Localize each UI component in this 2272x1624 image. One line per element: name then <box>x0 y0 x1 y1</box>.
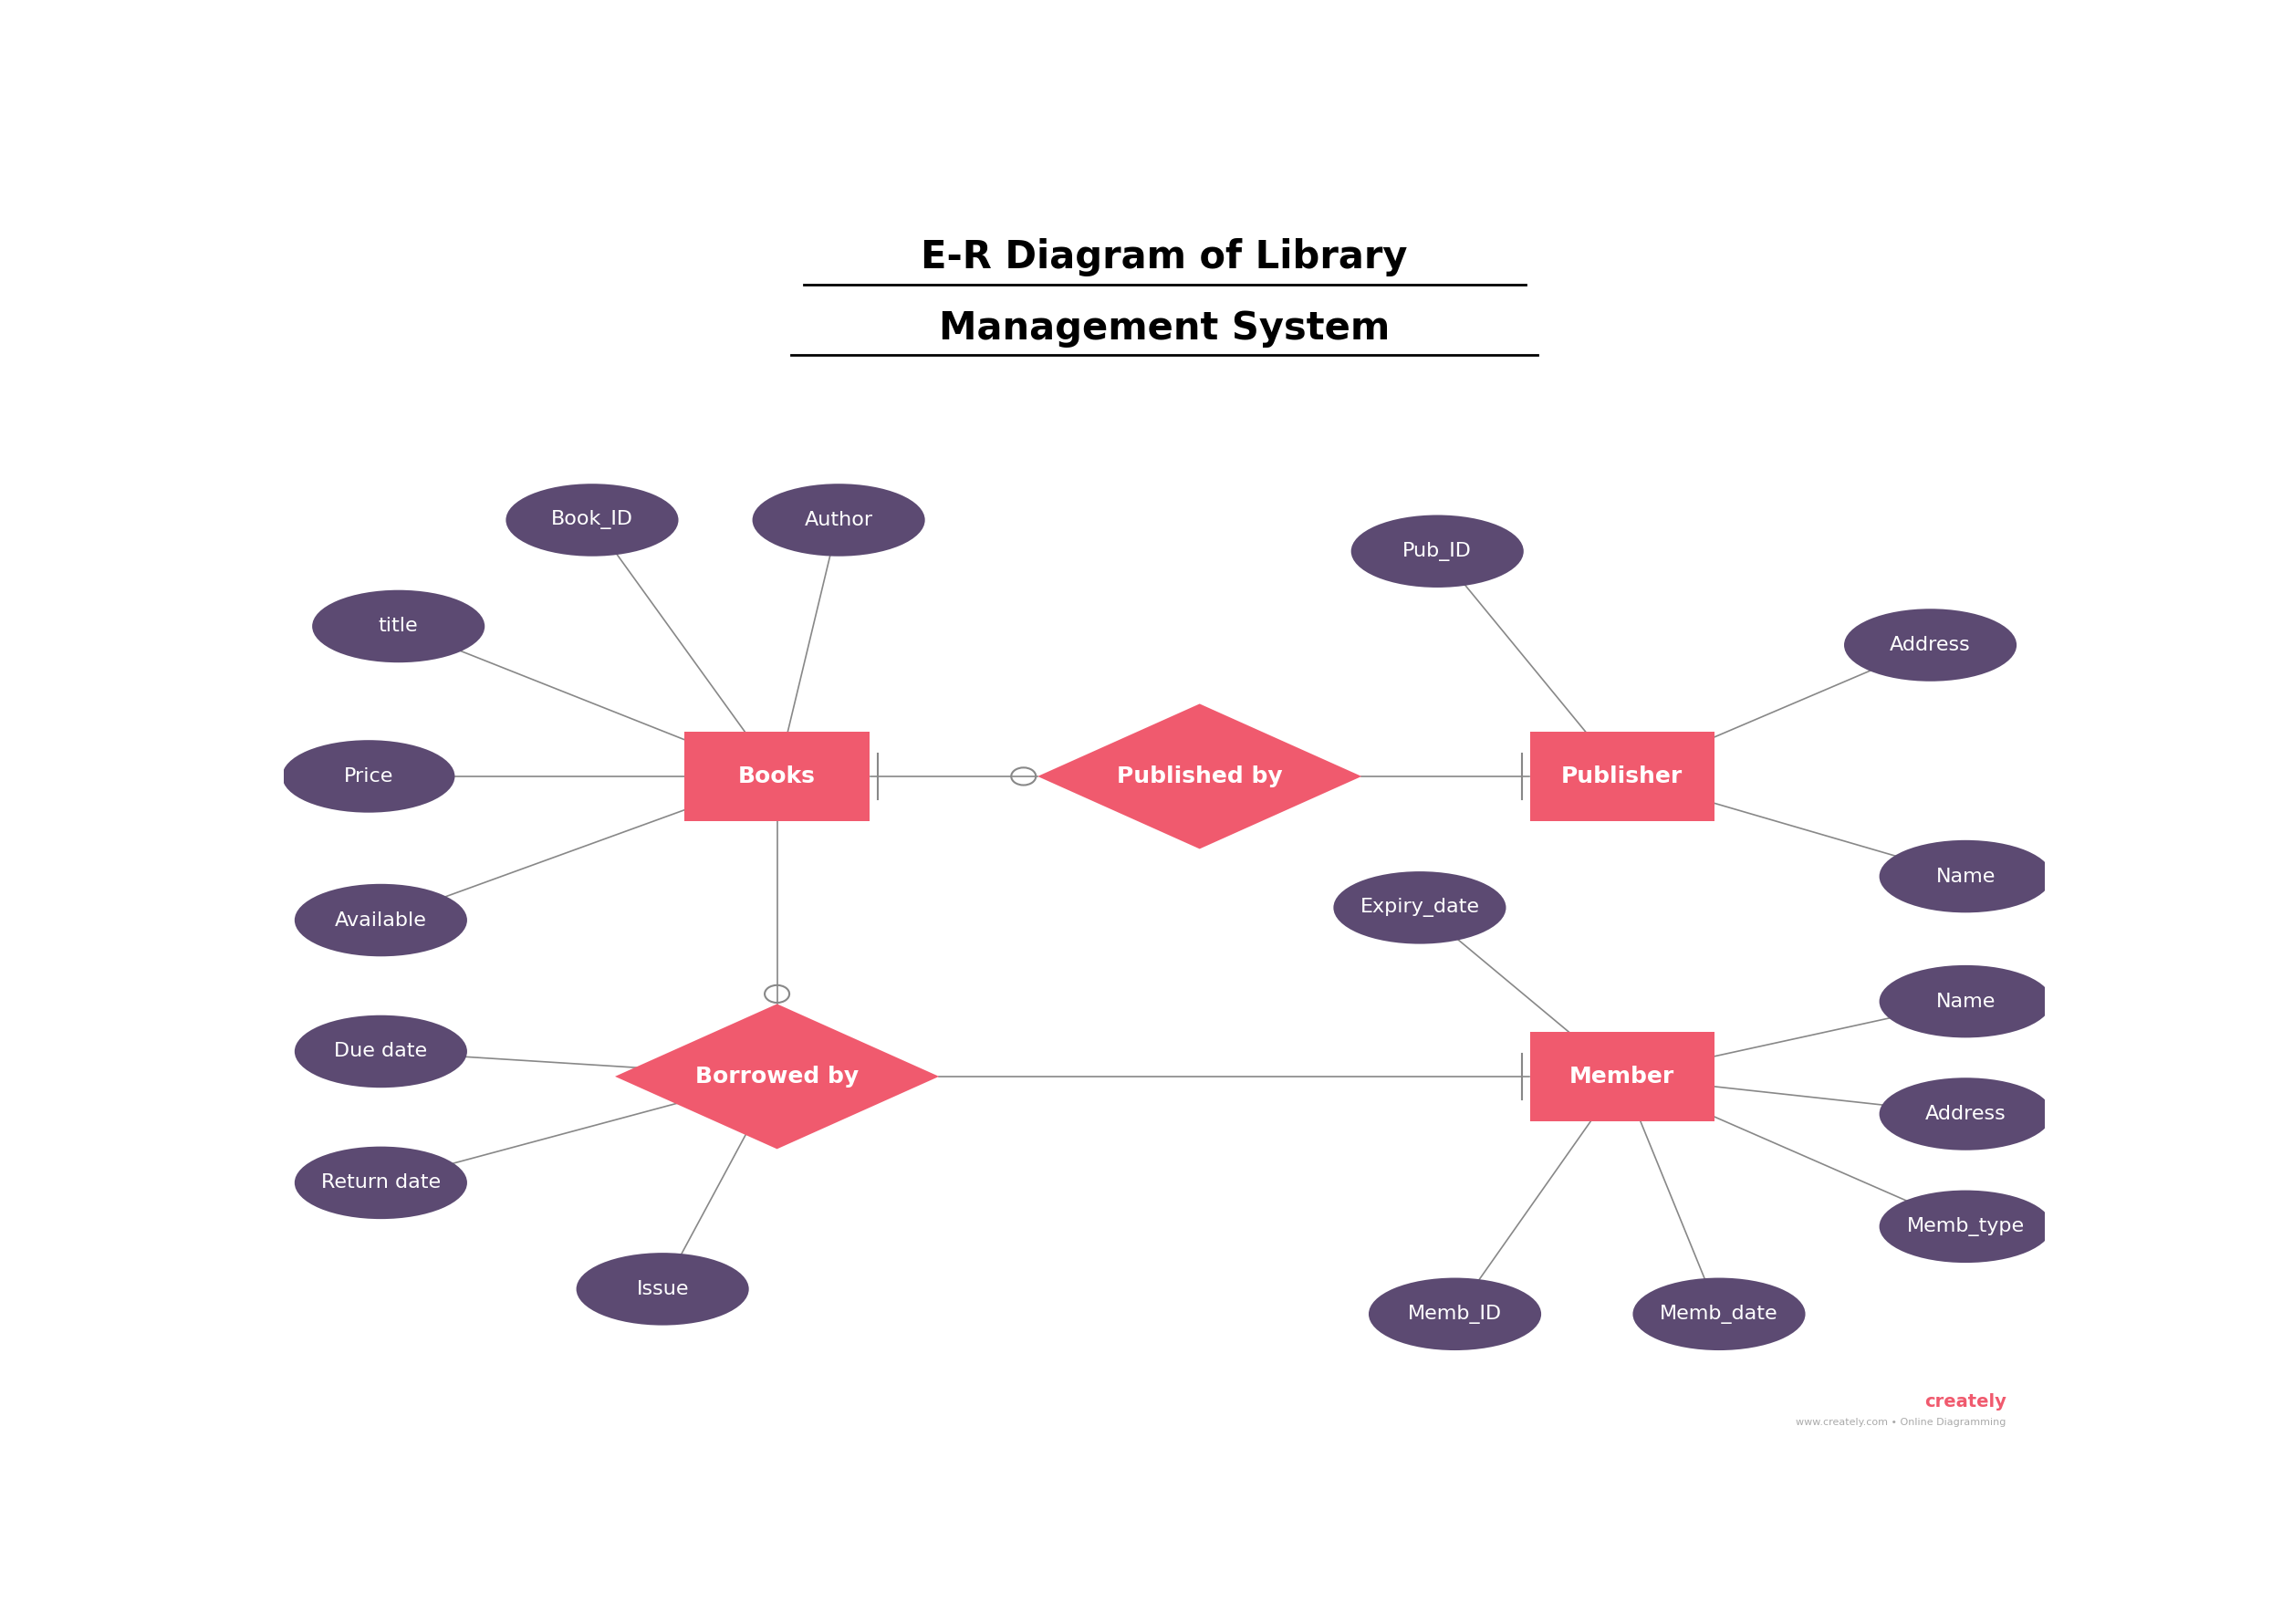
Ellipse shape <box>1879 1078 2052 1150</box>
Text: Management System: Management System <box>938 309 1390 348</box>
Text: Published by: Published by <box>1118 765 1281 788</box>
Ellipse shape <box>752 484 925 557</box>
Ellipse shape <box>507 484 679 557</box>
Ellipse shape <box>295 1147 468 1220</box>
Text: Book_ID: Book_ID <box>552 510 634 529</box>
Text: Available: Available <box>334 911 427 929</box>
Ellipse shape <box>1879 840 2052 913</box>
Ellipse shape <box>1879 1190 2052 1263</box>
FancyBboxPatch shape <box>684 731 870 822</box>
Ellipse shape <box>1352 515 1525 588</box>
Text: www.creately.com • Online Diagramming: www.creately.com • Online Diagramming <box>1795 1418 2006 1426</box>
Ellipse shape <box>1879 965 2052 1038</box>
Text: Borrowed by: Borrowed by <box>695 1065 859 1088</box>
Text: Memb_date: Memb_date <box>1661 1304 1779 1324</box>
Text: creately: creately <box>1924 1393 2006 1410</box>
Text: Author: Author <box>804 512 872 529</box>
Text: Member: Member <box>1570 1065 1674 1088</box>
Ellipse shape <box>311 590 484 663</box>
Text: Address: Address <box>1924 1104 2006 1124</box>
Text: Expiry_date: Expiry_date <box>1361 898 1479 918</box>
Text: Address: Address <box>1890 637 1970 654</box>
Ellipse shape <box>577 1252 750 1325</box>
Ellipse shape <box>282 741 454 812</box>
Ellipse shape <box>1634 1278 1806 1350</box>
Text: Pub_ID: Pub_ID <box>1402 542 1472 560</box>
Text: Name: Name <box>1936 992 1995 1010</box>
Text: Memb_type: Memb_type <box>1906 1216 2024 1236</box>
Text: Name: Name <box>1936 867 1995 885</box>
Ellipse shape <box>295 1015 468 1088</box>
Ellipse shape <box>1368 1278 1540 1350</box>
Ellipse shape <box>295 883 468 957</box>
Ellipse shape <box>1334 872 1506 944</box>
FancyBboxPatch shape <box>1529 731 1715 822</box>
Text: title: title <box>379 617 418 635</box>
Text: Books: Books <box>738 765 816 788</box>
Polygon shape <box>616 1004 938 1150</box>
Text: Publisher: Publisher <box>1561 765 1684 788</box>
Text: Memb_ID: Memb_ID <box>1409 1304 1502 1324</box>
Polygon shape <box>1038 703 1361 849</box>
FancyBboxPatch shape <box>1529 1031 1715 1122</box>
Text: Issue: Issue <box>636 1280 688 1298</box>
Text: Return date: Return date <box>320 1174 441 1192</box>
Text: Due date: Due date <box>334 1043 427 1060</box>
Text: Price: Price <box>343 767 393 786</box>
Text: E-R Diagram of Library: E-R Diagram of Library <box>920 237 1409 276</box>
Ellipse shape <box>1845 609 2018 682</box>
